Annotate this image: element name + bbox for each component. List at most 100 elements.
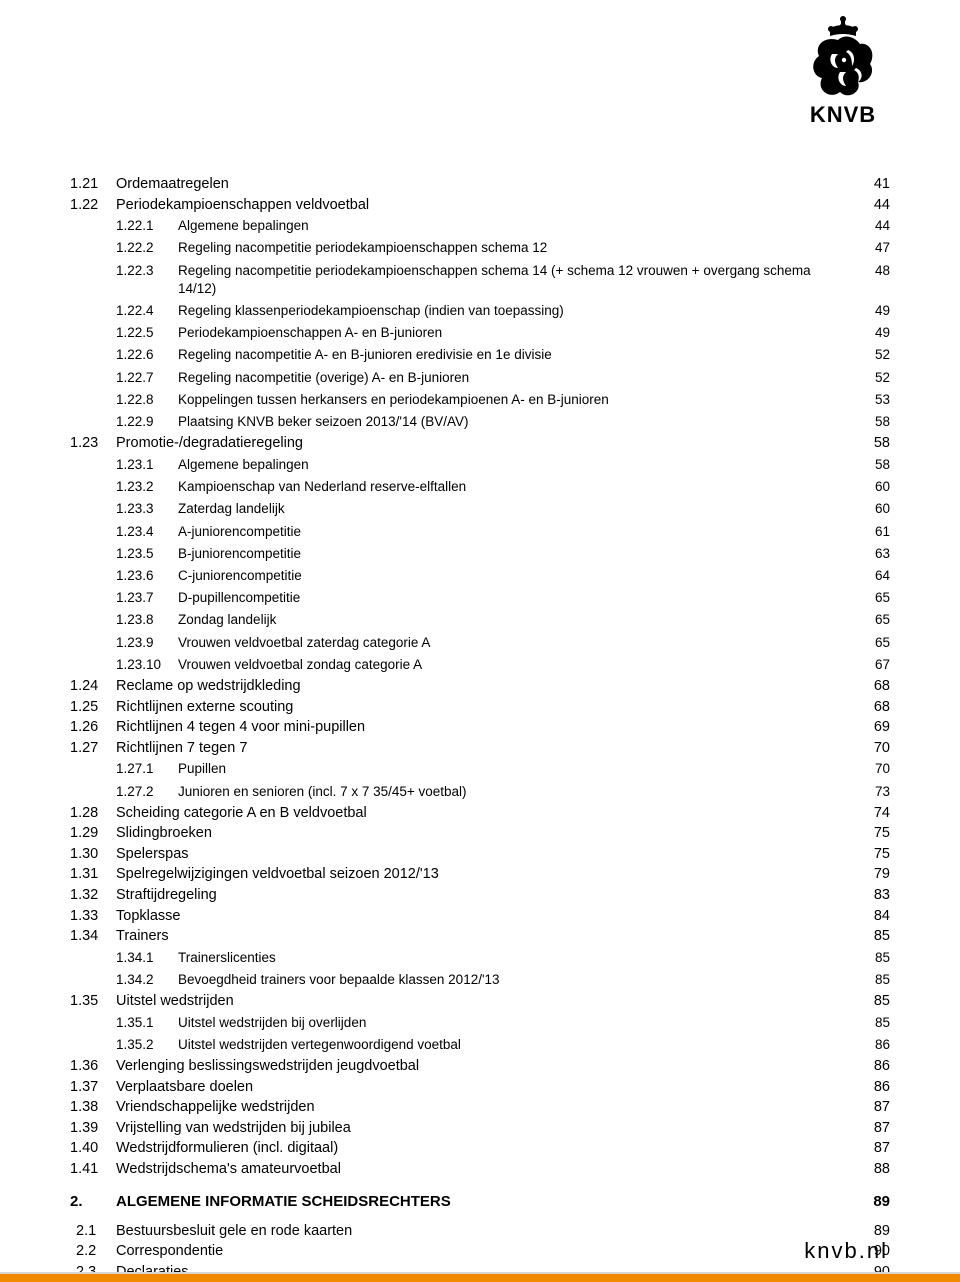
toc-page: 48 — [860, 262, 890, 280]
toc-number: 1.22.8 — [116, 391, 178, 409]
toc-row: 1.23.10Vrouwen veldvoetbal zondag catego… — [70, 654, 890, 676]
toc-title: Regeling nacompetitie periodekampioensch… — [178, 239, 860, 257]
toc-title: Zaterdag landelijk — [178, 500, 860, 518]
toc-row: 1.35.2Uitstel wedstrijden vertegenwoordi… — [70, 1034, 890, 1056]
toc-number: 1.34.2 — [116, 971, 178, 989]
toc-row: 1.31Spelregelwijzigingen veldvoetbal sei… — [70, 865, 890, 885]
toc-number: 1.35.2 — [116, 1036, 178, 1054]
toc-page: 65 — [860, 589, 890, 607]
toc-page: 49 — [860, 302, 890, 320]
toc-number: 1.22.2 — [116, 239, 178, 257]
toc-row: 1.30Spelerspas75 — [70, 845, 890, 865]
toc-number: 1.30 — [70, 845, 116, 865]
toc-title: Kampioenschap van Nederland reserve-elft… — [178, 478, 860, 496]
toc-number: 1.38 — [70, 1098, 116, 1118]
toc-title: A-juniorencompetitie — [178, 523, 860, 541]
toc-row: 1.27Richtlijnen 7 tegen 770 — [70, 739, 890, 759]
footer-url: knvb.nl — [0, 1238, 960, 1264]
toc-number: 1.22.1 — [116, 217, 178, 235]
toc-row: 1.22.2Regeling nacompetitie periodekampi… — [70, 237, 890, 259]
table-of-contents: 1.21Ordemaatregelen411.22Periodekampioen… — [70, 175, 890, 1282]
toc-title: Bevoegdheid trainers voor bepaalde klass… — [178, 971, 860, 989]
toc-row: 1.23.9Vrouwen veldvoetbal zaterdag categ… — [70, 632, 890, 654]
toc-number: 1.33 — [70, 907, 116, 927]
toc-page: 68 — [860, 698, 890, 718]
toc-number: 1.22.6 — [116, 346, 178, 364]
toc-page: 85 — [860, 949, 890, 967]
toc-title: Topklasse — [116, 907, 860, 927]
toc-page: 41 — [860, 175, 890, 195]
toc-row: 1.38Vriendschappelijke wedstrijden87 — [70, 1098, 890, 1118]
toc-title: Junioren en senioren (incl. 7 x 7 35/45+… — [178, 783, 860, 801]
toc-number: 1.22.7 — [116, 369, 178, 387]
toc-row: 1.41Wedstrijdschema's amateurvoetbal88 — [70, 1160, 890, 1180]
toc-row: 1.40Wedstrijdformulieren (incl. digitaal… — [70, 1139, 890, 1159]
toc-page: 61 — [860, 523, 890, 541]
toc-page: 69 — [860, 718, 890, 738]
page: KNVB 1.21Ordemaatregelen411.22Periodekam… — [0, 0, 960, 1282]
toc-row: 1.28Scheiding categorie A en B veldvoetb… — [70, 804, 890, 824]
toc-title: Wedstrijdschema's amateurvoetbal — [116, 1160, 860, 1180]
toc-row: 1.22.4Regeling klassenperiodekampioensch… — [70, 300, 890, 322]
toc-title: Regeling nacompetitie periodekampioensch… — [178, 262, 860, 298]
knvb-logo: KNVB — [798, 14, 888, 128]
toc-number: 1.22.9 — [116, 413, 178, 431]
toc-number: 1.34 — [70, 927, 116, 947]
toc-title: Wedstrijdformulieren (incl. digitaal) — [116, 1139, 860, 1159]
toc-title: Algemene bepalingen — [178, 217, 860, 235]
toc-title: Uitstel wedstrijden vertegenwoordigend v… — [178, 1036, 860, 1054]
toc-page: 67 — [860, 656, 890, 674]
toc-number: 1.35 — [70, 992, 116, 1012]
toc-page: 64 — [860, 567, 890, 585]
toc-title: ALGEMENE INFORMATIE SCHEIDSRECHTERS — [116, 1192, 860, 1212]
toc-title: Reclame op wedstrijdkleding — [116, 677, 860, 697]
toc-row: 1.22.9Plaatsing KNVB beker seizoen 2013/… — [70, 411, 890, 433]
toc-row: 1.23.5B-juniorencompetitie63 — [70, 543, 890, 565]
toc-title: Zondag landelijk — [178, 611, 860, 629]
toc-page: 87 — [860, 1119, 890, 1139]
toc-number: 1.36 — [70, 1057, 116, 1077]
toc-number: 2. — [70, 1192, 116, 1212]
toc-row: 1.21Ordemaatregelen41 — [70, 175, 890, 195]
toc-number: 1.23.9 — [116, 634, 178, 652]
toc-row: 1.27.1Pupillen70 — [70, 758, 890, 780]
toc-row: 1.22.7Regeling nacompetitie (overige) A-… — [70, 367, 890, 389]
toc-title: B-juniorencompetitie — [178, 545, 860, 563]
toc-number: 1.32 — [70, 886, 116, 906]
toc-title: Trainers — [116, 927, 860, 947]
toc-page: 87 — [860, 1098, 890, 1118]
toc-title: Scheiding categorie A en B veldvoetbal — [116, 804, 860, 824]
toc-page: 83 — [860, 886, 890, 906]
toc-title: Spelerspas — [116, 845, 860, 865]
toc-title: Regeling klassenperiodekampioenschap (in… — [178, 302, 860, 320]
toc-page: 47 — [860, 239, 890, 257]
toc-row: 1.35.1Uitstel wedstrijden bij overlijden… — [70, 1012, 890, 1034]
page-footer: knvb.nl — [0, 1238, 960, 1282]
toc-page: 75 — [860, 824, 890, 844]
toc-row: 1.34.1Trainerslicenties85 — [70, 947, 890, 969]
toc-page: 86 — [860, 1057, 890, 1077]
toc-number: 1.41 — [70, 1160, 116, 1180]
toc-number: 1.26 — [70, 718, 116, 738]
toc-number: 1.29 — [70, 824, 116, 844]
toc-page: 65 — [860, 634, 890, 652]
toc-row: 1.35Uitstel wedstrijden85 — [70, 992, 890, 1012]
toc-title: Regeling nacompetitie (overige) A- en B-… — [178, 369, 860, 387]
toc-row: 1.22.8Koppelingen tussen herkansers en p… — [70, 389, 890, 411]
footer-bar — [0, 1272, 960, 1282]
toc-page: 70 — [860, 739, 890, 759]
toc-title: Periodekampioenschappen A- en B-junioren — [178, 324, 860, 342]
toc-title: Trainerslicenties — [178, 949, 860, 967]
toc-page: 58 — [860, 413, 890, 431]
toc-page: 58 — [860, 434, 890, 454]
toc-row: 1.27.2Junioren en senioren (incl. 7 x 7 … — [70, 781, 890, 803]
toc-row: 1.22.3Regeling nacompetitie periodekampi… — [70, 260, 890, 300]
toc-page: 79 — [860, 865, 890, 885]
toc-number: 1.25 — [70, 698, 116, 718]
toc-page: 85 — [860, 992, 890, 1012]
toc-number: 1.23.10 — [116, 656, 178, 674]
toc-page: 49 — [860, 324, 890, 342]
toc-title: Slidingbroeken — [116, 824, 860, 844]
toc-page: 85 — [860, 927, 890, 947]
toc-row: 1.22.1Algemene bepalingen44 — [70, 215, 890, 237]
